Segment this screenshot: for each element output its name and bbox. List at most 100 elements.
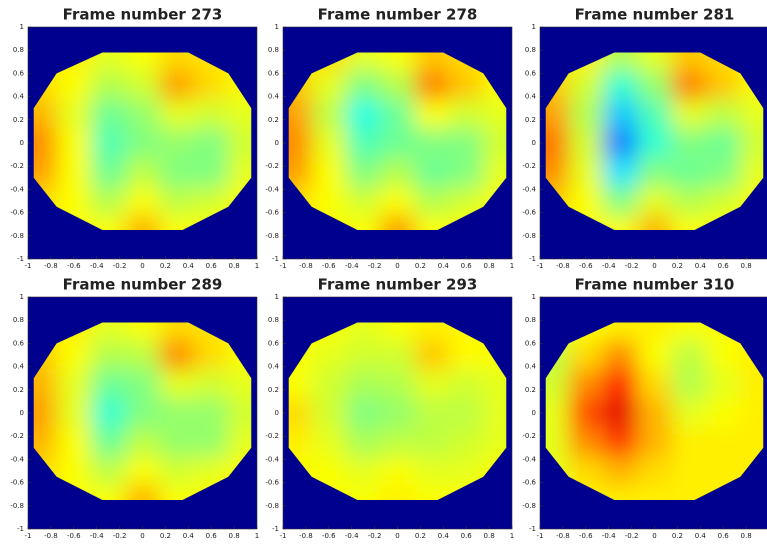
y-tick-label: -0.4 bbox=[10, 455, 24, 463]
y-tick-label: 0.2 bbox=[268, 116, 279, 124]
x-tick-label: 0.8 bbox=[229, 532, 240, 540]
heat-cell bbox=[569, 341, 604, 371]
heat-cell bbox=[380, 187, 415, 217]
y-tick-label: -0.6 bbox=[265, 479, 279, 487]
heat-cell bbox=[160, 129, 195, 159]
y-tick-label: -0.8 bbox=[265, 502, 279, 510]
x-tick-label: 0.4 bbox=[695, 262, 707, 270]
heat-cell bbox=[706, 158, 741, 188]
x-tick-label: 0.2 bbox=[415, 262, 426, 270]
heat-cell bbox=[415, 129, 450, 159]
heat-cell bbox=[569, 399, 604, 429]
heat-cell bbox=[415, 399, 450, 429]
heat-cell bbox=[672, 428, 707, 458]
heat-cell bbox=[194, 341, 229, 371]
subplot-title: Frame number 293 bbox=[318, 276, 478, 294]
y-tick-label: 0.6 bbox=[525, 339, 537, 347]
x-tick-label: 0.4 bbox=[438, 262, 450, 270]
heat-cell bbox=[91, 100, 126, 130]
x-tick-label: -0.2 bbox=[625, 532, 639, 540]
heat-cell bbox=[603, 341, 638, 371]
y-tick-label: 0.8 bbox=[13, 316, 24, 324]
heat-cell bbox=[346, 428, 381, 458]
heat-cell bbox=[637, 370, 672, 400]
y-tick-label: -0.2 bbox=[265, 162, 279, 170]
heat-cell bbox=[125, 370, 160, 400]
heat-cell bbox=[57, 428, 92, 458]
y-tick-label: 0 bbox=[275, 139, 279, 147]
x-tick-label: -0.4 bbox=[345, 532, 359, 540]
y-tick-label: -1 bbox=[17, 525, 24, 533]
x-tick-label: 0.2 bbox=[672, 532, 683, 540]
heat-cell bbox=[569, 129, 604, 159]
heat-cell bbox=[312, 100, 347, 130]
y-tick-label: 0.2 bbox=[268, 386, 279, 394]
heat-cell bbox=[380, 71, 415, 101]
x-tick-label: -0.4 bbox=[90, 262, 104, 270]
heat-cell bbox=[57, 341, 92, 371]
x-tick-label: -1 bbox=[537, 532, 544, 540]
x-tick-label: 1 bbox=[255, 532, 259, 540]
x-tick-label: 0.8 bbox=[229, 262, 240, 270]
x-tick-label: 0.6 bbox=[718, 532, 730, 540]
heat-cell bbox=[706, 71, 741, 101]
heat-cell bbox=[603, 129, 638, 159]
x-tick-label: -0.4 bbox=[602, 262, 616, 270]
x-tick-label: -0.2 bbox=[368, 532, 382, 540]
heat-cell bbox=[312, 71, 347, 101]
heat-cell bbox=[57, 100, 92, 130]
y-tick-label: 1 bbox=[275, 293, 279, 301]
heat-cell bbox=[569, 428, 604, 458]
heat-cell bbox=[637, 100, 672, 130]
heat-cell bbox=[415, 428, 450, 458]
x-tick-label: -0.8 bbox=[44, 262, 58, 270]
heat-cell bbox=[637, 71, 672, 101]
y-tick-label: -0.2 bbox=[522, 162, 536, 170]
heat-cell bbox=[57, 370, 92, 400]
y-tick-label: 0.8 bbox=[268, 46, 279, 54]
heat-cell bbox=[449, 370, 484, 400]
x-tick-label: 0.6 bbox=[206, 532, 218, 540]
y-tick-label: 1 bbox=[20, 23, 24, 31]
heat-cell bbox=[569, 158, 604, 188]
y-tick-label: 0.4 bbox=[13, 363, 25, 371]
heat-cell bbox=[740, 399, 767, 429]
y-tick-label: 0.6 bbox=[13, 69, 25, 77]
heat-cell bbox=[125, 187, 160, 217]
x-tick-label: 0.4 bbox=[183, 532, 195, 540]
heat-cell bbox=[415, 100, 450, 130]
x-tick-label: -0.6 bbox=[67, 532, 81, 540]
heat-cell bbox=[449, 158, 484, 188]
y-tick-label: -0.4 bbox=[522, 185, 536, 193]
heat-cell bbox=[312, 428, 347, 458]
heat-cell bbox=[415, 370, 450, 400]
heat-cell bbox=[380, 341, 415, 371]
figure: Frame number 273 -1 -0.8 -0.6 -0.4 -0.2 0 0.2 0.… bbox=[0, 0, 767, 544]
heat-cell bbox=[91, 370, 126, 400]
x-tick-label: -0.6 bbox=[322, 532, 336, 540]
heat-cell bbox=[672, 457, 707, 487]
x-tick-label: 0 bbox=[652, 532, 656, 540]
heat-cell bbox=[380, 100, 415, 130]
heat-cell bbox=[160, 399, 195, 429]
heat-cell bbox=[346, 341, 381, 371]
heat-cell bbox=[449, 341, 484, 371]
x-tick-label: -1 bbox=[280, 262, 287, 270]
subplot-title: Frame number 278 bbox=[318, 6, 478, 24]
y-tick-label: -0.8 bbox=[265, 232, 279, 240]
subplot-title: Frame number 273 bbox=[63, 6, 223, 24]
heat-cell bbox=[194, 100, 229, 130]
heat-cell bbox=[603, 428, 638, 458]
heat-cell bbox=[346, 129, 381, 159]
heat-cell bbox=[91, 187, 126, 217]
x-tick-label: -0.8 bbox=[299, 532, 313, 540]
heat-cell bbox=[706, 399, 741, 429]
x-tick-label: -0.8 bbox=[44, 532, 58, 540]
y-tick-label: -1 bbox=[272, 525, 279, 533]
heat-cell bbox=[672, 100, 707, 130]
y-tick-label: 0 bbox=[532, 409, 536, 417]
heat-cell bbox=[91, 129, 126, 159]
heat-cell bbox=[346, 399, 381, 429]
heat-cell bbox=[125, 457, 160, 487]
x-tick-label: -1 bbox=[280, 532, 287, 540]
